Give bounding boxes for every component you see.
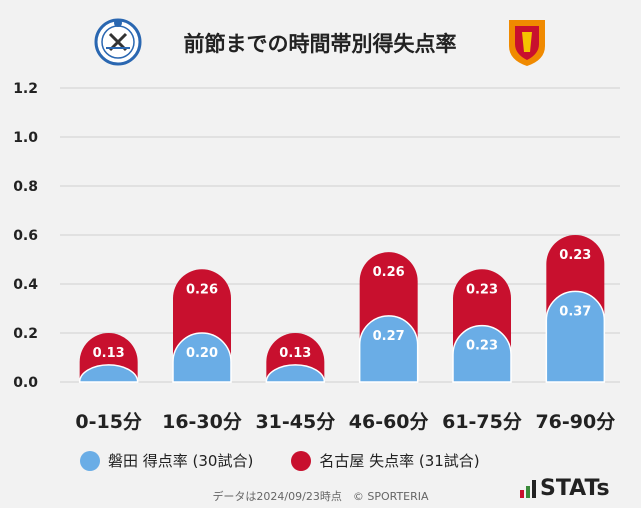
data-label-home: 0.20 (186, 346, 218, 361)
y-tick-label: 0.6 (13, 228, 38, 244)
y-tick-label: 1.2 (13, 81, 38, 97)
x-axis: 0-15分 16-30分 31-45分 46-60分 61-75分 76-90分 (75, 411, 615, 433)
data-label-home: 0.27 (373, 329, 405, 344)
jubilo-crest-icon (94, 18, 142, 66)
legend-swatch-home (80, 450, 100, 471)
data-label-away: 0.13 (93, 346, 125, 361)
legend-label-away: 名古屋 失点率 (31試合) (319, 452, 480, 470)
x-tick-label: 46-60分 (349, 411, 429, 433)
grid-layer (60, 87, 620, 383)
legend-item-away: 名古屋 失点率 (31試合) (291, 450, 480, 471)
y-tick-label: 1.0 (13, 130, 38, 146)
data-label-home: 0.37 (559, 304, 591, 319)
x-tick-label: 31-45分 (255, 411, 335, 433)
bar-home (78, 364, 139, 383)
x-tick-label: 61-75分 (442, 411, 522, 433)
y-tick-label: 0.8 (13, 179, 38, 195)
y-tick-label: 0.0 (13, 375, 38, 391)
bar-home (172, 332, 232, 383)
bar-home (545, 290, 606, 383)
data-label-away: 0.13 (279, 346, 311, 361)
y-tick-label: 0.2 (13, 326, 38, 342)
stats-bars-icon (520, 479, 536, 498)
stats-brand-logo: STATs (520, 476, 610, 501)
x-tick-label: 0-15分 (75, 411, 142, 433)
bar-layer: 0.13 0.26 0.20 0.13 0.26 0.27 0.23 0.23 0.23 0.37 (78, 234, 606, 383)
legend: 磐田 得点率 (30試合) 名古屋 失点率 (31試合) (80, 450, 480, 471)
legend-item-home: 磐田 得点率 (30試合) (80, 450, 253, 471)
data-label-home: 0.23 (466, 339, 498, 354)
data-label-away: 0.26 (186, 282, 218, 297)
bar-home (265, 364, 326, 383)
bar-home (358, 315, 419, 383)
data-label-away: 0.23 (466, 282, 498, 297)
chart-title: 前節までの時間帯別得失点率 (184, 32, 457, 56)
x-tick-label: 16-30分 (162, 411, 242, 433)
legend-swatch-away (291, 450, 312, 471)
grampus-crest-icon (509, 20, 545, 66)
x-tick-label: 76-90分 (535, 411, 615, 433)
data-label-away: 0.23 (559, 248, 591, 263)
stats-brand-text: STATs (540, 476, 610, 501)
footer-credit: データは2024/09/23時点 © SPORTERIA (212, 490, 429, 503)
legend-label-home: 磐田 得点率 (30試合) (108, 452, 254, 470)
data-label-away: 0.26 (373, 265, 405, 280)
bar-home (452, 324, 512, 383)
y-axis: 1.2 1.0 0.8 0.6 0.4 0.2 0.0 (13, 81, 38, 391)
y-tick-label: 0.4 (13, 277, 38, 293)
